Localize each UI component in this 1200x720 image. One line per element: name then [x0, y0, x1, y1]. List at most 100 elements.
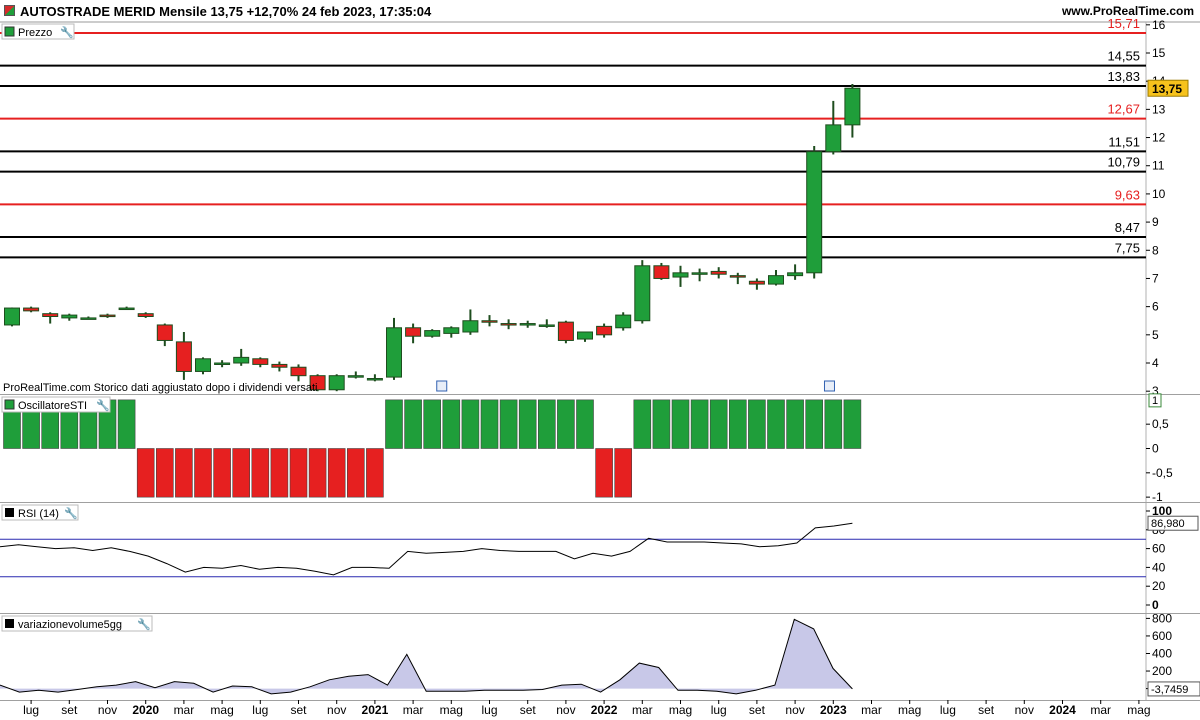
candle [156, 323, 173, 347]
sti-bar [461, 399, 480, 449]
candle-body [366, 378, 383, 381]
candle [634, 260, 651, 324]
x-tick-label: nov [98, 703, 117, 717]
wrench-icon: 🔧 [64, 506, 78, 520]
candle [99, 313, 116, 318]
sti-bar [557, 399, 575, 449]
candle [328, 374, 345, 392]
x-axis: lug set nov 2020 mar mag lug set nov 2021 mar mag lu… [23, 700, 1151, 717]
price-ytick-label: 13 [1152, 102, 1166, 116]
candle-body [596, 325, 613, 336]
candle [309, 374, 326, 392]
candle [557, 320, 574, 344]
candle-body [42, 313, 59, 318]
x-tick-label: lug [252, 703, 268, 717]
x-tick-label: set [520, 703, 537, 717]
x-tick-label: set [978, 703, 995, 717]
instrument-icon[interactable] [4, 5, 15, 16]
sti-bar [633, 399, 652, 449]
candle-body [156, 324, 173, 341]
sti-label: OscillatoreSTI [18, 400, 87, 412]
volume-line [0, 618, 853, 695]
candle [806, 146, 823, 279]
x-tick-label: lug [23, 703, 39, 717]
sti-bar [175, 448, 193, 498]
x-tick-label: lug [711, 703, 727, 717]
candle [481, 315, 498, 327]
level-label: 13,83 [1107, 69, 1140, 84]
candle [23, 306, 40, 313]
candle-body [252, 358, 269, 365]
candle-body [386, 327, 402, 378]
last-price-tag [1147, 79, 1189, 97]
x-tick-label: mag [669, 703, 692, 717]
sti-bar [289, 448, 308, 498]
vol-ytick-label: 200 [1152, 664, 1172, 678]
price-panel: 34567891011121314151615,7114,5513,8312,6… [0, 16, 1189, 398]
candle [787, 264, 804, 280]
sti-bar [767, 399, 785, 449]
rsi-legend-icon [5, 508, 14, 517]
price-panel-box [1, 23, 75, 40]
candle [405, 323, 422, 344]
candle [615, 312, 632, 331]
vol-ytick-label: 800 [1152, 611, 1172, 625]
price-ytick-label: 5 [1152, 328, 1159, 342]
rsi-ytick-label: 0 [1152, 598, 1159, 612]
sti-bar [136, 448, 155, 498]
price-ytick-label: 16 [1152, 18, 1166, 32]
candle-body [500, 323, 517, 326]
sti-bar [805, 399, 824, 449]
price-ytick-label: 10 [1152, 187, 1166, 201]
candle [672, 265, 689, 287]
x-tick-label: mag [440, 703, 463, 717]
price-ytick-label: 8 [1152, 243, 1159, 257]
rsi-line [0, 522, 853, 576]
sti-bar [156, 448, 174, 498]
candle-body [4, 307, 20, 326]
candle [825, 100, 842, 155]
sti-bar [537, 399, 556, 449]
x-tick-label: 2022 [591, 703, 618, 717]
candle-body [233, 356, 250, 364]
candle [118, 306, 135, 311]
sti-ytick-label: -1 [1152, 490, 1163, 504]
vol-legend-icon [5, 619, 14, 628]
watermark-text: ProRealTime.com Storico dati aggiustato … [3, 382, 317, 394]
candle [290, 364, 307, 382]
candle [748, 278, 765, 290]
vol-last-value: -3,7459 [1151, 684, 1188, 696]
candle-body [137, 313, 154, 318]
candle [347, 371, 364, 379]
sti-bar [213, 448, 231, 498]
x-tick-label: mar [861, 703, 882, 717]
price-panel-label: Prezzo [18, 27, 52, 39]
wrench-icon: 🔧 [137, 617, 151, 631]
candle [61, 313, 78, 321]
dividend-marker-icon [823, 380, 835, 392]
sti-bar [518, 399, 537, 449]
sti-bar [194, 448, 212, 498]
level-label: 14,55 [1107, 49, 1140, 64]
candle [710, 267, 727, 279]
x-tick-label: mag [898, 703, 921, 717]
level-label: 12,67 [1107, 102, 1140, 117]
candle-body [347, 375, 364, 378]
price-ytick-label: 12 [1152, 131, 1166, 145]
rsi-label-box [1, 504, 79, 521]
brand-link[interactable]: www.ProRealTime.com [1061, 4, 1194, 18]
level-label: 8,47 [1115, 220, 1140, 235]
price-ytick-label: 3 [1152, 384, 1159, 398]
candle [424, 329, 441, 338]
dividend-marker-icon [436, 380, 448, 392]
wrench-icon: 🔧 [60, 25, 74, 39]
rsi-ytick-label: 60 [1152, 542, 1166, 556]
rsi-ytick-label: 20 [1152, 579, 1166, 593]
candle-body [214, 362, 231, 365]
candle [233, 348, 250, 366]
level-label: 11,51 [1108, 134, 1140, 149]
sti-bar [690, 399, 709, 449]
sti-bar [728, 399, 747, 449]
